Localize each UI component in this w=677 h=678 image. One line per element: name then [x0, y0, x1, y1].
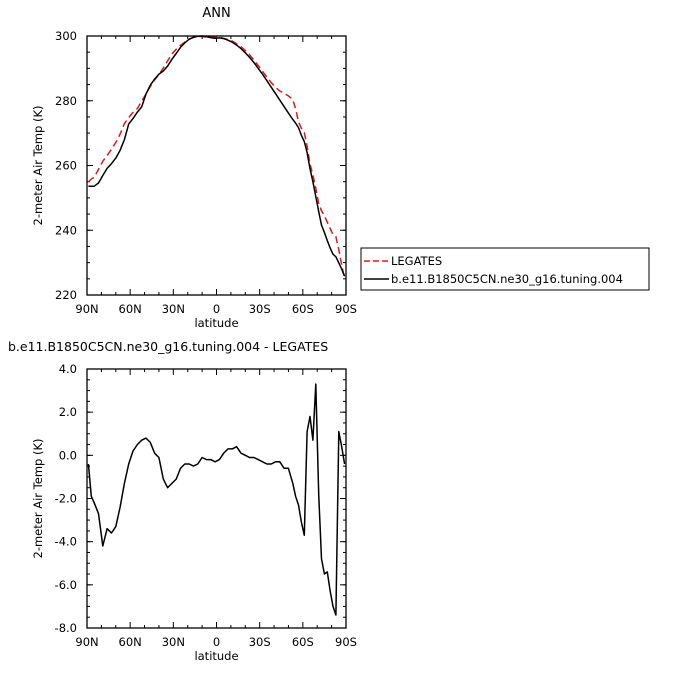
x-tick-label: 30S [249, 302, 271, 316]
x-axis-label: latitude [194, 316, 238, 330]
x-tick-label: 30N [162, 302, 185, 316]
x-tick-label: 60S [292, 302, 314, 316]
x-tick-label: 90S [335, 302, 357, 316]
chart-title: b.e11.B1850C5CN.ne30_g16.tuning.004 - LE… [8, 339, 328, 354]
y-axis-label: 2-meter Air Temp (K) [31, 106, 45, 226]
legend-label: LEGATES [391, 254, 442, 268]
x-tick-label: 90N [75, 302, 98, 316]
y-tick-label: 300 [55, 29, 77, 43]
y-tick-label: 240 [55, 223, 77, 237]
y-tick-label: 2.0 [59, 405, 77, 419]
plot-frame [86, 368, 347, 629]
panel-2: b.e11.B1850C5CN.ne30_g16.tuning.004 - LE… [8, 339, 357, 663]
y-tick-label: 220 [55, 288, 77, 302]
x-tick-label: 0 [213, 302, 220, 316]
y-tick-label: 0.0 [59, 448, 77, 462]
x-tick-label: 0 [213, 635, 220, 649]
legend-label: b.e11.B1850C5CN.ne30_g16.tuning.004 [391, 272, 623, 286]
y-tick-label: -4.0 [55, 535, 77, 549]
series-line-1 [87, 35, 346, 279]
series-line-1 [87, 383, 346, 616]
y-tick-label: -6.0 [55, 578, 77, 592]
series-line-2 [88, 35, 346, 277]
y-tick-label: 260 [55, 159, 77, 173]
x-tick-label: 60S [292, 635, 314, 649]
y-tick-label: -2.0 [55, 492, 77, 506]
x-axis-label: latitude [194, 649, 238, 663]
panel-1: ANN 90N 60N 30N 0 30S 60S 90S 220 240 260 280 300 lat… [31, 6, 650, 330]
legend: LEGATES b.e11.B1850C5CN.ne30_g16.tuning.0… [360, 247, 650, 291]
x-tick-label: 30N [162, 635, 185, 649]
y-tick-label: 4.0 [59, 362, 77, 376]
x-tick-label: 90N [75, 635, 98, 649]
chart-title: ANN [202, 6, 230, 21]
y-tick-label: 280 [55, 94, 77, 108]
y-tick-label: -8.0 [55, 621, 77, 635]
x-tick-label: 30S [249, 635, 271, 649]
x-tick-label: 60N [119, 635, 142, 649]
plot-frame [86, 35, 347, 296]
legend-box [360, 247, 650, 291]
x-tick-label: 60N [119, 302, 142, 316]
x-tick-label: 90S [335, 635, 357, 649]
y-axis-label: 2-meter Air Temp (K) [31, 439, 45, 559]
